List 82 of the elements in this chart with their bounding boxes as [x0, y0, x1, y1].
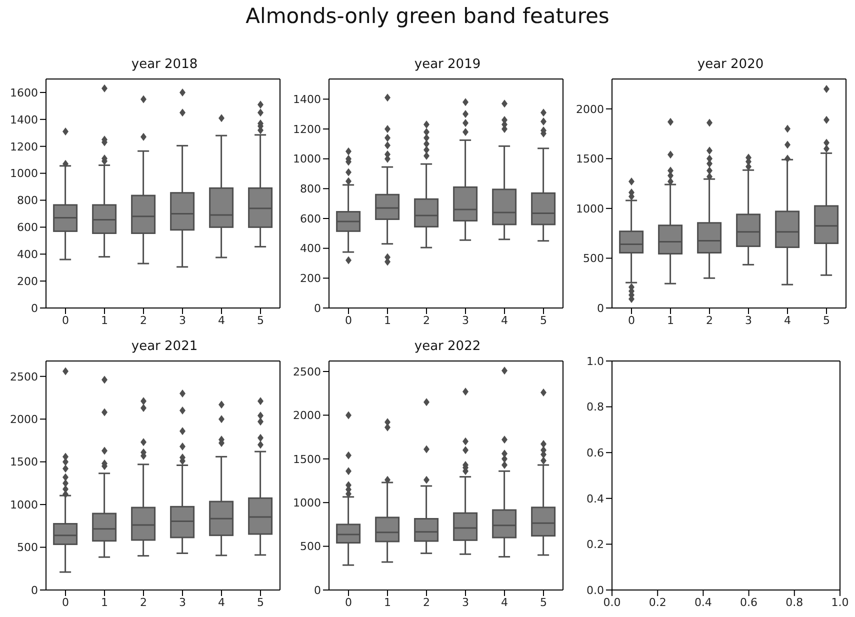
x-tick-label: 2: [140, 596, 147, 609]
y-tick-label: 0.6: [586, 446, 604, 460]
chart-title: year 2021: [130, 338, 199, 356]
y-tick-label: 0: [314, 302, 321, 315]
x-tick-label: 4: [501, 314, 508, 327]
x-tick-label: 1: [384, 596, 391, 609]
y-tick-label: 500: [17, 541, 38, 554]
y-tick-label: 600: [17, 221, 38, 234]
y-tick-label: 1.0: [586, 354, 604, 368]
y-tick-label: 0.2: [586, 538, 604, 552]
x-tick-label: 3: [745, 314, 752, 327]
y-tick-label: 1000: [10, 167, 38, 180]
x-tick-label: 1.0: [831, 596, 849, 609]
x-tick-label: 5: [823, 314, 830, 327]
y-tick-label: 1400: [10, 113, 38, 126]
x-tick-label: 0.4: [694, 596, 712, 609]
y-tick-label: 2000: [576, 102, 604, 116]
y-tick-label: 500: [583, 252, 604, 266]
y-tick-label: 2500: [10, 370, 38, 384]
y-tick-label: 0: [314, 584, 321, 597]
x-tick-label: 1: [101, 596, 108, 609]
y-tick-label: 1000: [576, 202, 604, 216]
x-tick-label: 0: [628, 314, 635, 327]
x-tick-label: 0.0: [603, 596, 621, 609]
x-tick-label: 0: [62, 314, 69, 327]
x-tick-label: 4: [218, 314, 225, 327]
y-tick-label: 0: [31, 584, 38, 597]
x-tick-label: 3: [462, 596, 469, 609]
y-tick-label: 2000: [10, 413, 38, 426]
y-tick-label: 1000: [10, 498, 38, 512]
x-tick-label: 3: [179, 596, 186, 609]
chart-title: year 2018: [130, 56, 199, 74]
y-tick-label: 0.8: [586, 400, 604, 414]
chart-title: year 2020: [696, 56, 765, 74]
y-tick-label: 800: [17, 194, 38, 208]
x-tick-label: 5: [257, 596, 264, 609]
x-tick-label: 2: [423, 596, 430, 609]
y-tick-label: 800: [300, 182, 321, 196]
y-tick-label: 2000: [293, 409, 321, 422]
x-tick-label: 1: [384, 314, 391, 327]
x-tick-label: 4: [218, 596, 225, 609]
y-tick-label: 1500: [10, 456, 38, 469]
y-tick-label: 1000: [293, 152, 321, 166]
x-tick-label: 4: [784, 314, 791, 327]
y-tick-label: 0: [597, 302, 604, 315]
x-tick-label: 0.2: [648, 596, 666, 609]
y-tick-label: 200: [17, 274, 38, 288]
y-tick-label: 1600: [10, 86, 38, 100]
x-tick-label: 3: [179, 314, 186, 327]
y-tick-label: 200: [300, 272, 321, 286]
x-tick-label: 2: [423, 314, 430, 327]
y-tick-label: 1000: [293, 496, 321, 510]
y-tick-label: 0.0: [586, 584, 604, 597]
chart-title: year 2022: [413, 338, 482, 356]
y-tick-label: 600: [300, 212, 321, 226]
chart-title: year 2019: [413, 56, 482, 74]
y-tick-label: 1200: [293, 122, 321, 136]
x-tick-label: 0: [345, 596, 352, 609]
y-tick-label: 2500: [293, 365, 321, 378]
y-tick-label: 0: [31, 302, 38, 315]
x-tick-label: 4: [501, 596, 508, 609]
y-tick-label: 400: [17, 248, 38, 262]
x-tick-label: 3: [462, 314, 469, 327]
y-tick-label: 0.4: [586, 492, 604, 506]
x-tick-label: 5: [540, 314, 547, 327]
y-tick-label: 400: [300, 242, 321, 256]
x-tick-label: 1: [101, 314, 108, 327]
x-tick-label: 5: [540, 596, 547, 609]
text: Almonds-only green band features: [244, 4, 610, 28]
x-tick-label: 0: [345, 314, 352, 327]
x-tick-label: 2: [706, 314, 713, 327]
x-tick-label: 1: [667, 314, 674, 327]
x-tick-label: 0.6: [740, 596, 758, 609]
x-tick-label: 2: [140, 314, 147, 327]
y-tick-label: 500: [300, 540, 321, 554]
y-tick-label: 1400: [293, 93, 321, 106]
y-tick-label: 1500: [576, 152, 604, 166]
y-tick-label: 1500: [293, 452, 321, 466]
x-tick-label: 0: [62, 596, 69, 609]
y-tick-label: 1200: [10, 140, 38, 154]
x-tick-label: 5: [257, 314, 264, 327]
x-tick-label: 0.8: [786, 596, 804, 609]
